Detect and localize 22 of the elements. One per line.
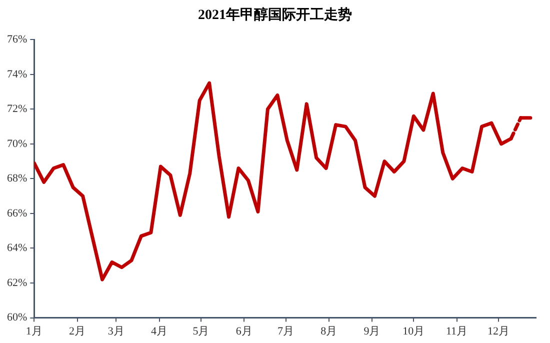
x-tick-label: 3月 [108,325,124,338]
x-tick-label: 4月 [151,325,168,338]
x-tick-label: 12月 [487,325,510,338]
y-tick-label: 68% [6,172,28,185]
y-tick-label: 76% [6,33,28,46]
y-tick-label: 66% [6,207,28,220]
y-tick-label: 74% [6,68,28,80]
y-tick-label: 64% [6,242,28,254]
x-tick-label: 11月 [446,325,468,338]
chart-title: 2021年甲醇国际开工走势 [197,6,353,24]
x-tick-label: 10月 [402,325,425,338]
x-tick-label: 1月 [26,325,42,338]
y-tick-label: 70% [6,138,28,150]
y-tick-label: 62% [6,276,28,289]
y-tick-label: 60% [6,312,28,324]
x-tick-label: 8月 [320,325,338,338]
y-tick-label: 72% [6,103,28,116]
x-tick-label: 5月 [192,325,210,338]
x-tick-label: 7月 [278,325,294,338]
x-tick-label: 2月 [69,325,86,338]
x-tick-label: 9月 [364,325,380,338]
x-tick-label: 6月 [236,325,252,338]
